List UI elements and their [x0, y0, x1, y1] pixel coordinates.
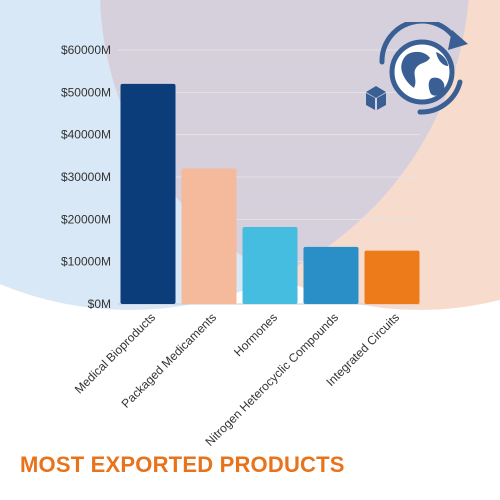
y-tick-label: $30000M — [61, 170, 111, 184]
bar — [181, 168, 237, 304]
bar — [364, 250, 420, 304]
bars — [120, 83, 420, 304]
y-axis-ticks: $0M $10000M $20000M $30000M $40000M $50000M $6… — [61, 43, 111, 311]
x-tick-label: Nitrogen Heterocyclic Compounds — [202, 310, 341, 449]
y-tick-label: $10000M — [61, 255, 111, 269]
bar — [120, 83, 176, 304]
x-tick-label: Hormones — [231, 310, 280, 359]
y-tick-label: $40000M — [61, 128, 111, 142]
y-tick-label: $50000M — [61, 85, 111, 99]
box-icon — [366, 86, 386, 110]
y-tick-label: $0M — [88, 297, 111, 311]
globe-with-box-icon — [366, 22, 468, 115]
y-tick-label: $60000M — [61, 43, 111, 57]
chart-title: MOST EXPORTED PRODUCTS — [20, 452, 345, 477]
y-tick-label: $20000M — [61, 212, 111, 226]
bar — [303, 246, 359, 304]
bg-overlap-region — [100, 0, 470, 310]
bar — [242, 226, 298, 304]
